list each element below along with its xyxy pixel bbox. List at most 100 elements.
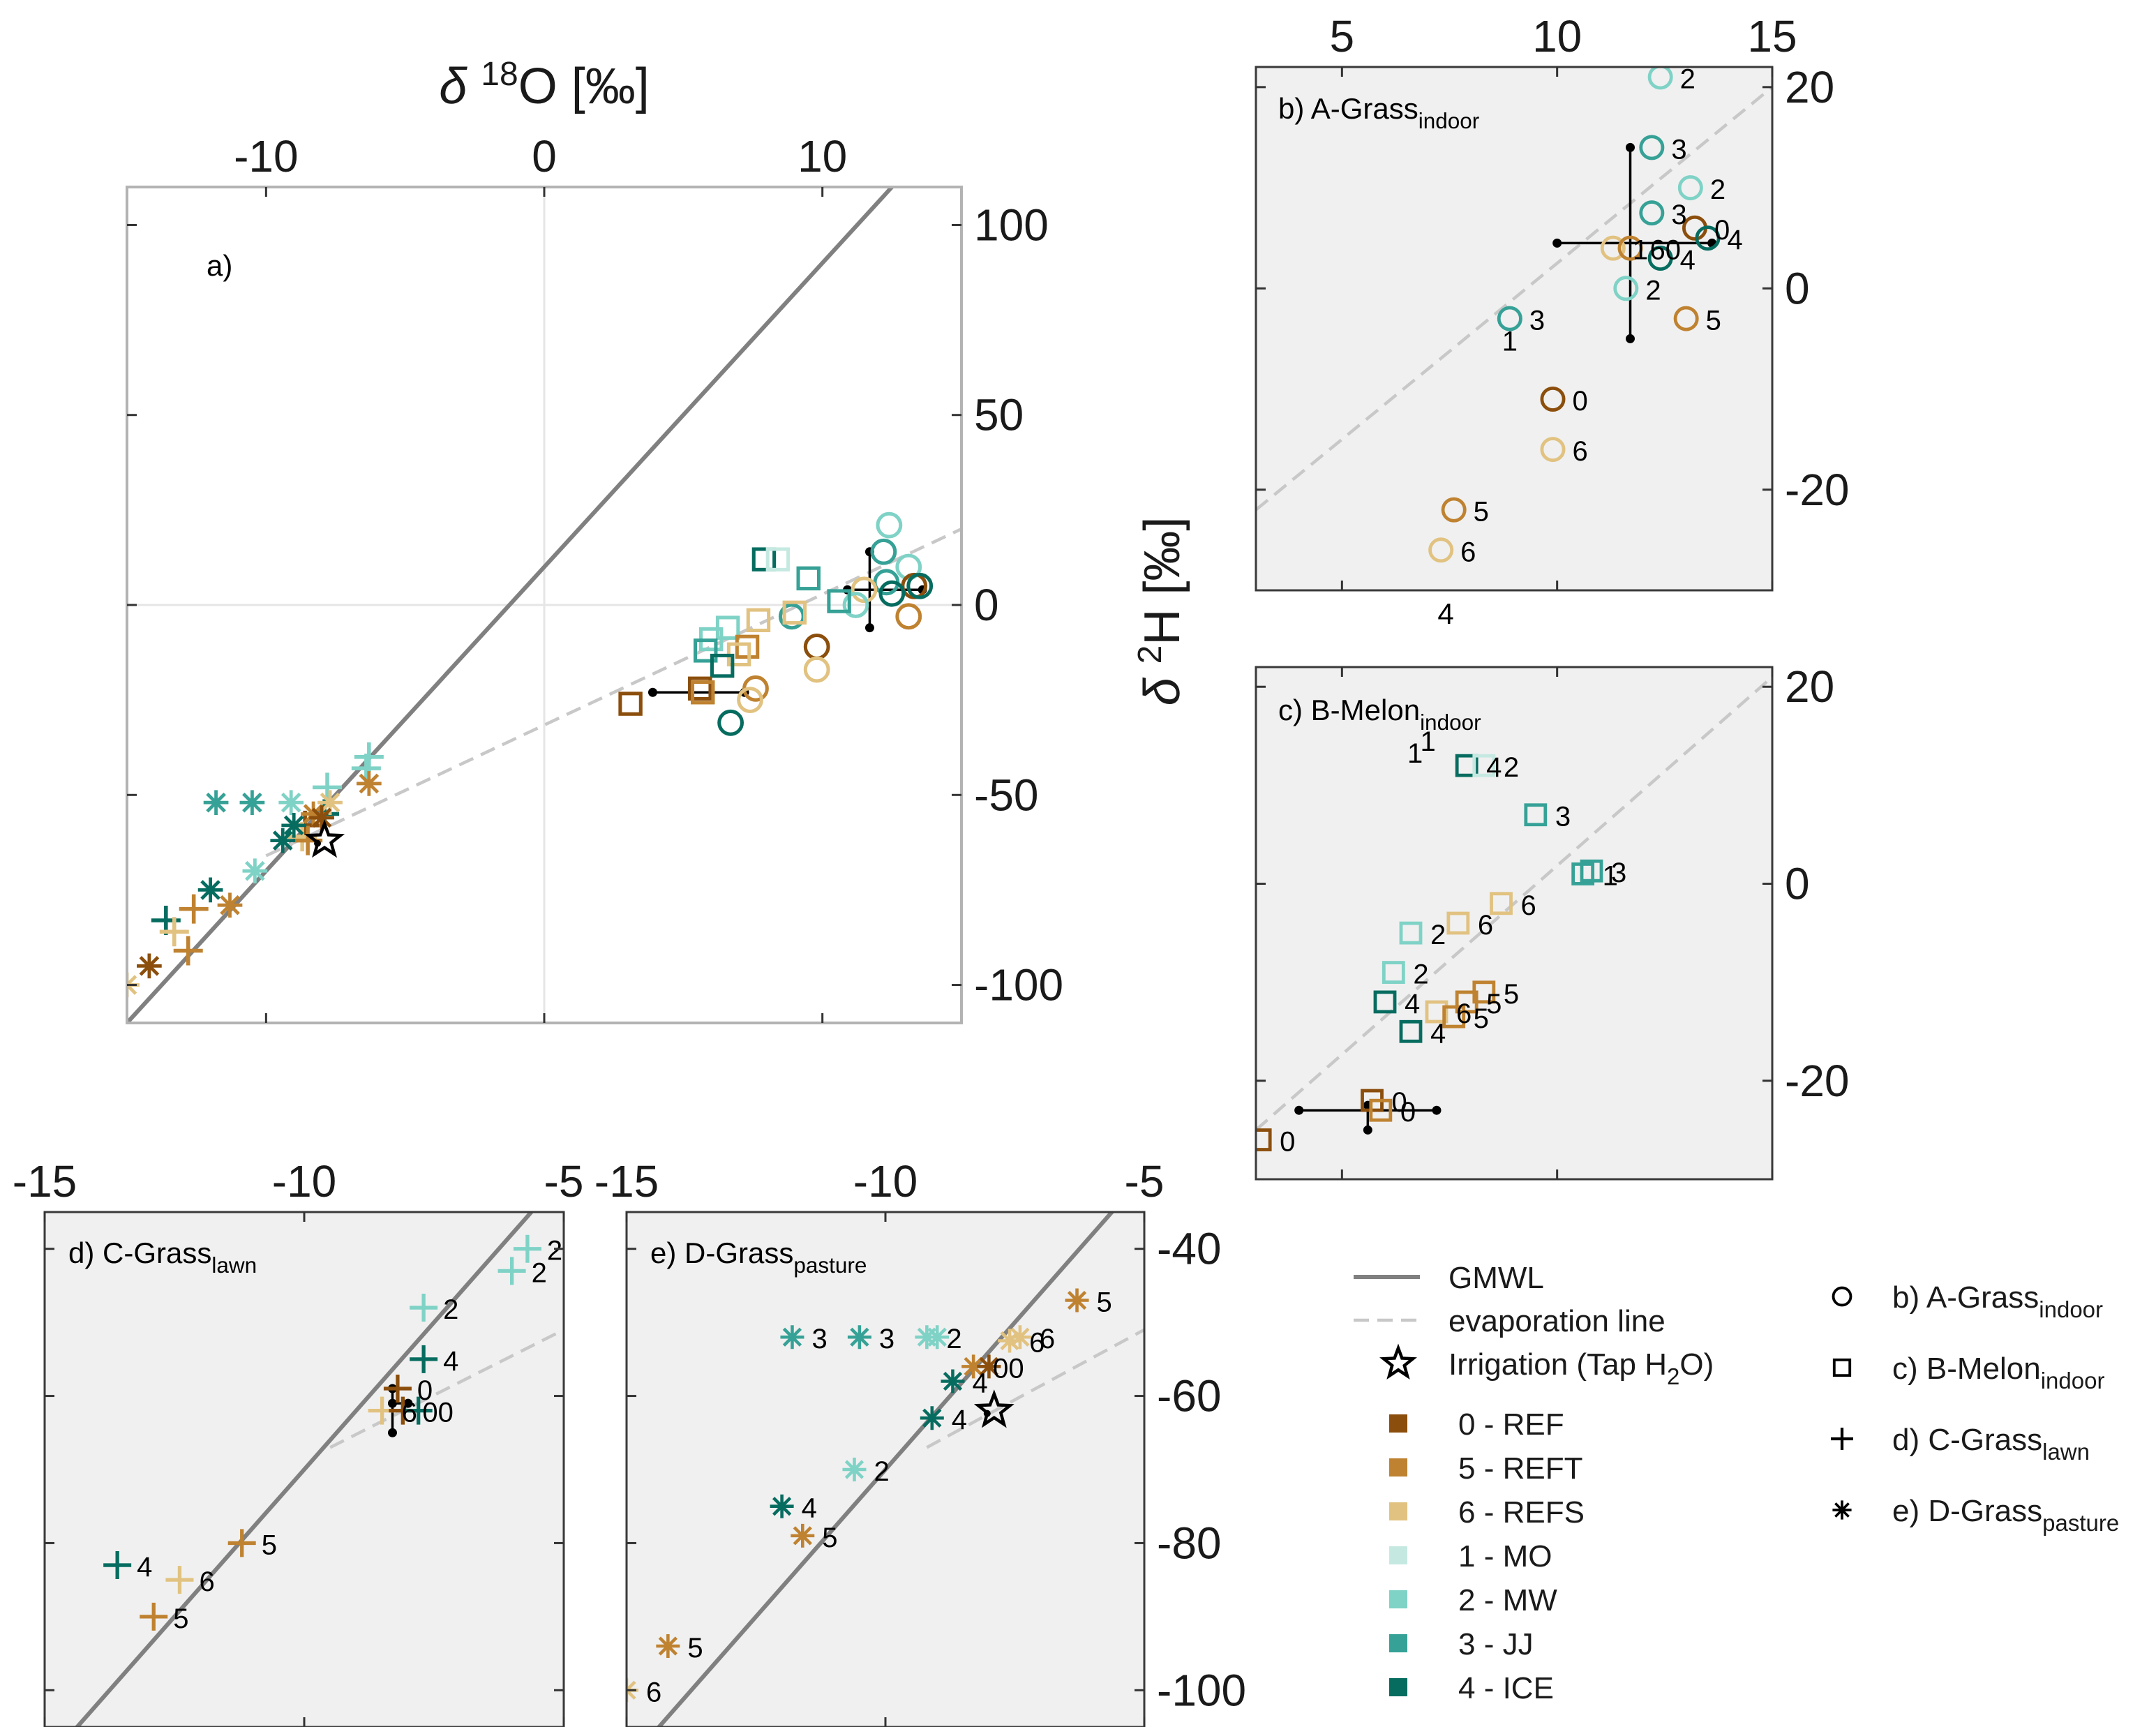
data-point-ice <box>410 1345 438 1373</box>
legend-marker <box>1831 1428 1853 1450</box>
data-point-ref <box>618 691 643 716</box>
marker-plus <box>159 917 189 947</box>
marker-asterisk <box>239 790 265 816</box>
evaporation-line <box>1256 675 1772 1132</box>
marker-plus <box>404 1396 433 1425</box>
point-label: 2 <box>1680 63 1695 94</box>
marker-asterisk <box>356 771 382 796</box>
data-point-refs <box>165 1566 194 1594</box>
point-label: 1 <box>1421 726 1436 757</box>
data-point-reft <box>1369 1098 1393 1122</box>
data-point-ice <box>1455 754 1478 777</box>
data-point-mw <box>1382 961 1405 984</box>
point-label: 4 <box>1680 245 1695 276</box>
y-tick-label: -60 <box>1157 1371 1222 1421</box>
data-point-refs <box>851 576 878 604</box>
data-point-jj <box>203 790 229 816</box>
marker-asterisk <box>1008 1325 1032 1350</box>
error-bar-cap <box>387 1398 397 1408</box>
plot-area <box>74 1212 564 1727</box>
point-label: 0 <box>1280 1127 1295 1158</box>
gmwl-line <box>127 187 894 1023</box>
marker-asterisk <box>137 953 162 979</box>
marker-asterisk <box>977 1354 1001 1379</box>
marker-filled-square <box>1389 1546 1407 1564</box>
data-point-refs <box>317 790 343 816</box>
marker-square <box>796 566 821 591</box>
point-label: 4 <box>137 1552 152 1583</box>
y-tick-label: -40 <box>1157 1224 1222 1274</box>
data-point-refs <box>998 1329 1022 1353</box>
marker-square <box>1425 1000 1448 1024</box>
marker-circle <box>1497 306 1522 331</box>
point-label: 6 <box>402 1398 417 1428</box>
evaporation-line <box>1256 86 1772 511</box>
marker-square <box>1455 990 1478 1014</box>
point-label: 5 <box>1097 1287 1112 1318</box>
marker-circle <box>1441 497 1467 523</box>
marker-circle <box>1639 135 1665 160</box>
data-point-reft <box>217 892 243 918</box>
marker-circle <box>1540 437 1566 463</box>
point-label: 2 <box>547 1236 562 1266</box>
y-tick-label: -100 <box>1157 1665 1246 1715</box>
marker-square <box>688 676 712 701</box>
point-label: 1 <box>1633 235 1648 266</box>
point-label: 4 <box>1430 1018 1446 1049</box>
data-point-mw <box>513 1234 541 1263</box>
marker-square <box>1369 1098 1393 1122</box>
error-bar-cap <box>1626 334 1635 343</box>
plot-area <box>627 1212 1144 1727</box>
marker-square <box>746 608 771 633</box>
marker-plus <box>179 894 209 924</box>
y-tick-label: 0 <box>974 580 999 630</box>
marker-plus <box>513 1234 541 1263</box>
legend-label: 4 - ICE <box>1458 1671 1554 1705</box>
bottom-tick-label: 4 <box>1437 597 1453 630</box>
data-point-ref <box>137 953 162 979</box>
panel-title: a) <box>207 249 232 282</box>
data-point-reft <box>691 680 715 705</box>
error-bar-cap <box>314 839 322 847</box>
marker-plus <box>173 936 203 966</box>
data-point-ice <box>197 877 223 903</box>
y-tick-label: 0 <box>1785 859 1810 909</box>
marker-plus <box>313 772 343 802</box>
marker-plus <box>1831 1428 1853 1450</box>
marker-circle <box>1428 537 1454 563</box>
data-point-reft <box>173 936 203 966</box>
marker-square <box>1524 803 1548 827</box>
legend-label: 5 - REFT <box>1458 1451 1582 1486</box>
marker-square <box>1399 1019 1423 1043</box>
point-label: 0 <box>417 1375 433 1406</box>
data-point-jj <box>694 638 718 663</box>
error-bar-cap <box>983 1410 991 1417</box>
data-point-mw <box>351 754 381 784</box>
marker-square <box>782 600 807 625</box>
legend-swatch-refs <box>1389 1502 1407 1520</box>
point-label: 6 <box>1460 537 1476 567</box>
marker-asterisk <box>770 1494 794 1518</box>
point-label: 3 <box>1671 134 1686 165</box>
point-label: 6 <box>1029 1328 1045 1359</box>
legend-label: 3 - JJ <box>1458 1627 1534 1661</box>
data-point-reft <box>301 801 326 827</box>
data-point-ice <box>751 547 777 571</box>
marker-plus <box>103 1551 132 1580</box>
data-point-ice <box>770 1494 794 1518</box>
data-point-reft <box>179 894 209 924</box>
marker-asterisk <box>847 1325 871 1350</box>
point-label: 4 <box>443 1346 458 1377</box>
error-bar-cap <box>1294 1105 1304 1115</box>
x-tick-label: 10 <box>1532 11 1582 61</box>
marker-filled-square <box>1389 1634 1407 1652</box>
y-axis-title: δ 2H [‰] <box>1132 517 1190 706</box>
point-label: 3 <box>1529 306 1545 336</box>
point-label: 6 <box>199 1567 214 1597</box>
marker-circle <box>737 687 763 714</box>
marker-asterisk <box>203 790 229 816</box>
marker-asterisk <box>941 1369 965 1393</box>
data-point-jj <box>1497 306 1522 331</box>
